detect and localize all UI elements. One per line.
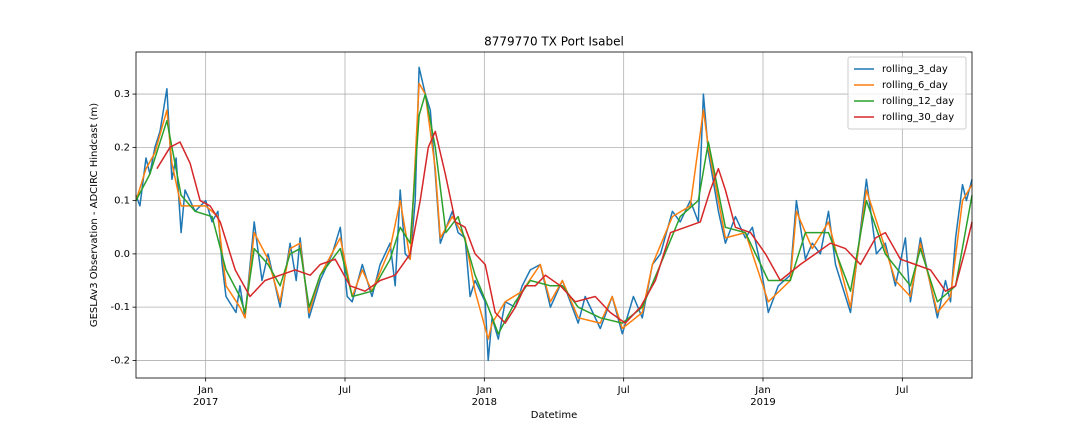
y-tick-label: -0.1	[110, 302, 130, 313]
chart-title: 8779770 TX Port Isabel	[484, 35, 624, 49]
legend-label: rolling_12_day	[882, 96, 954, 107]
x-axis-label: Datetime	[531, 410, 578, 421]
x-tick-label: Jan	[197, 385, 213, 396]
x-tick-year: 2017	[193, 397, 218, 408]
x-tick-label: Jul	[338, 385, 351, 396]
x-tick-label: Jul	[617, 385, 630, 396]
x-tick-label: Jul	[895, 385, 908, 396]
x-tick-year: 2018	[472, 397, 497, 408]
y-tick-label: 0.0	[114, 249, 130, 260]
legend-label: rolling_6_day	[882, 80, 948, 91]
legend-box	[847, 56, 967, 130]
plot-frame	[135, 51, 973, 379]
series-line	[135, 66, 973, 362]
y-tick-label: 0.1	[114, 196, 130, 207]
x-tick-label: Jan	[476, 385, 492, 396]
legend-label: rolling_3_day	[882, 64, 948, 75]
y-tick-label: 0.2	[114, 142, 130, 153]
series-line	[135, 93, 973, 335]
series-line	[135, 82, 973, 340]
x-tick-year: 2019	[750, 397, 775, 408]
y-axis-label: GESLAv3 Observation - ADCIRC Hindcast (m…	[89, 103, 100, 327]
x-tick-label: Jan	[754, 385, 770, 396]
y-tick-label: -0.2	[110, 355, 130, 366]
series-line	[156, 130, 973, 324]
legend-label: rolling_30_day	[882, 112, 954, 123]
y-tick-label: 0.3	[114, 89, 130, 100]
legend: rolling_3_day rolling_6_day rolling_12_day…	[847, 56, 967, 130]
